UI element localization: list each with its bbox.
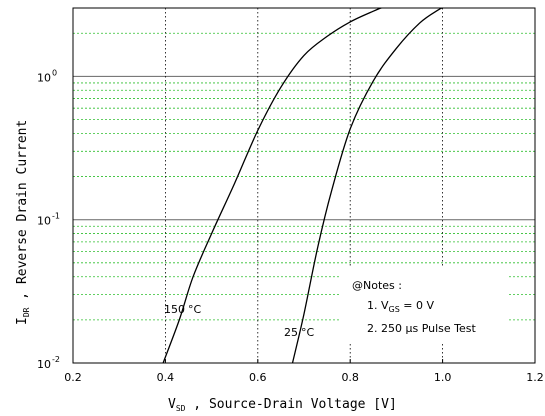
notes-line-2: 2. 250 μs Pulse Test — [367, 322, 477, 335]
notes-title: @Notes : — [352, 279, 402, 292]
y-tick-label: 10 — [37, 358, 51, 371]
y-tick-label: 10 — [37, 71, 51, 84]
notes-line-1: 1. VGS = 0 V — [367, 299, 435, 314]
x-tick-label: 0.8 — [341, 371, 359, 384]
y-tick-exponent: 0 — [52, 68, 57, 77]
x-ticks: 0.2 0.4 0.6 0.8 1.0 1.2 — [64, 359, 544, 384]
x-tick-label: 1.0 — [434, 371, 452, 384]
y-tick-label: 10 — [37, 215, 51, 228]
x-tick-label: 0.6 — [249, 371, 267, 384]
y-axis-label: IDR , Reverse Drain Current — [15, 120, 31, 325]
curve-label-150-unit: °C — [188, 303, 202, 316]
plot-frame — [72, 7, 536, 364]
series-line-25 — [291, 7, 443, 364]
x-tick-label: 0.2 — [64, 371, 82, 384]
curve-label-25-unit: °C — [301, 326, 315, 339]
x-tick-label: 1.2 — [526, 371, 544, 384]
x-tick-label: 0.4 — [157, 371, 175, 384]
notes-box-bg — [340, 268, 508, 344]
curve-label-25: 25 °C — [284, 326, 315, 339]
x-axis-label: VSD , Source-Drain Voltage [V] — [168, 397, 397, 413]
y-tick-exponent: -1 — [52, 212, 60, 221]
y-tick-exponent: -2 — [52, 355, 60, 364]
curves — [162, 7, 443, 364]
curve-label-150: 150 °C — [164, 303, 202, 316]
series-line-150 — [162, 7, 382, 364]
